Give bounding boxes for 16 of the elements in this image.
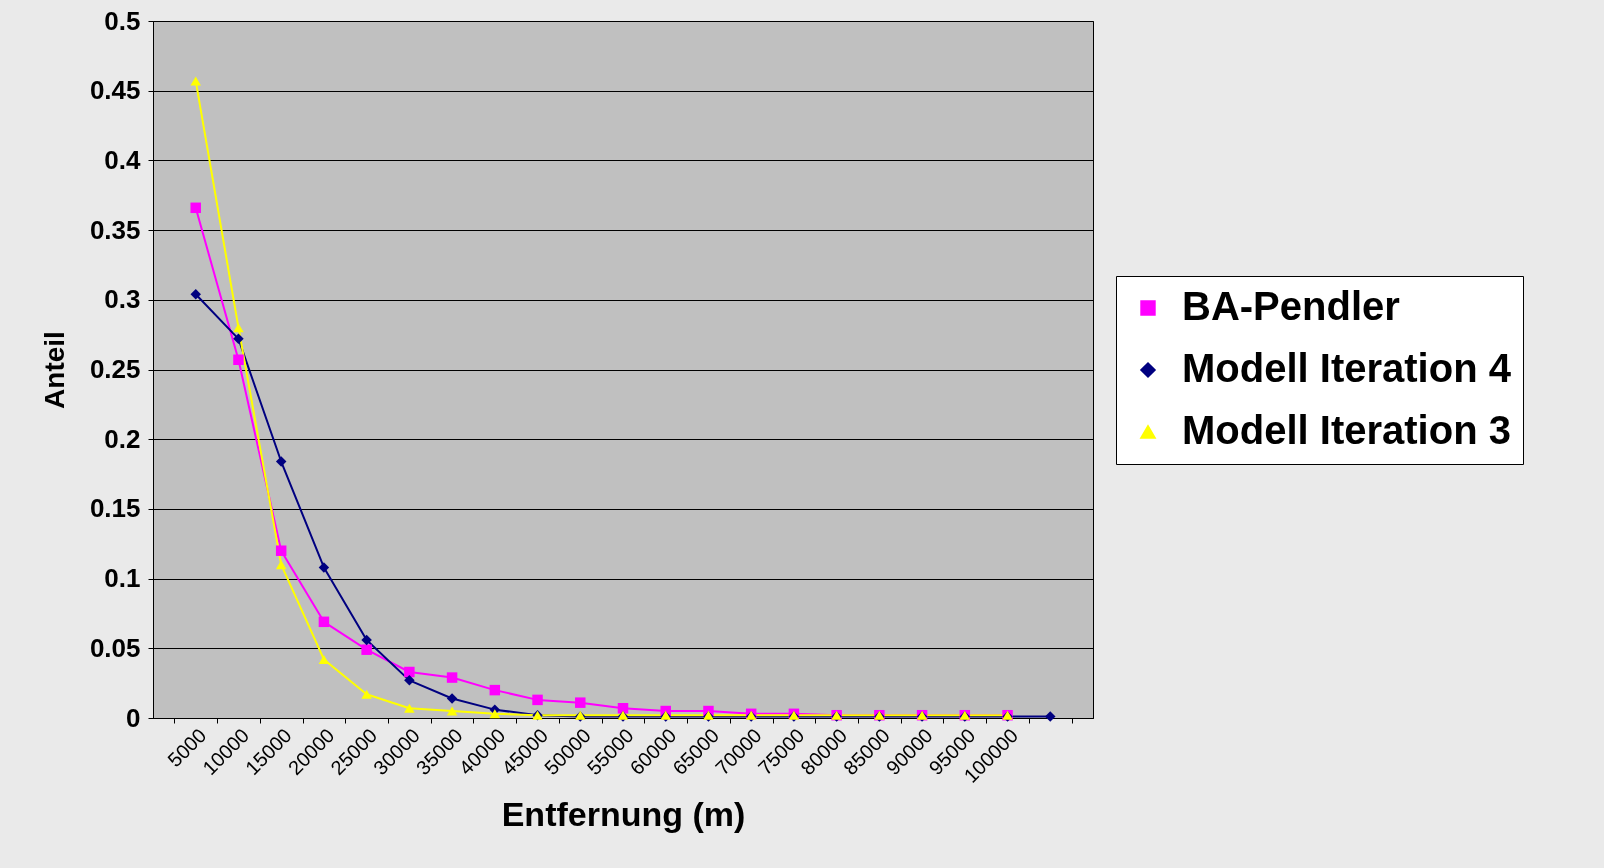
y-tick-label: 0.3 (104, 284, 141, 315)
y-tick-label: 0.35 (89, 214, 141, 245)
legend-label: BA-Pendler (1182, 284, 1400, 328)
y-tick-label: 0.05 (89, 632, 141, 663)
y-tick-label: 0.25 (89, 354, 141, 384)
y-tick-label: 0.5 (104, 5, 141, 36)
y-tick-label: 0.1 (104, 563, 141, 594)
y-tick-label: 0.2 (104, 423, 141, 454)
legend-label: Modell Iteration 4 (1182, 346, 1512, 390)
y-tick-label: 0.15 (89, 493, 141, 524)
y-tick-label: 0.45 (89, 75, 141, 106)
y-axis-title: Anteil (38, 331, 70, 409)
x-axis-title: Entfernung (m) (501, 794, 746, 833)
legend-label: Modell Iteration 3 (1182, 408, 1511, 452)
y-tick-label: 0.4 (104, 144, 142, 175)
y-tick-label: 0 (126, 702, 141, 733)
